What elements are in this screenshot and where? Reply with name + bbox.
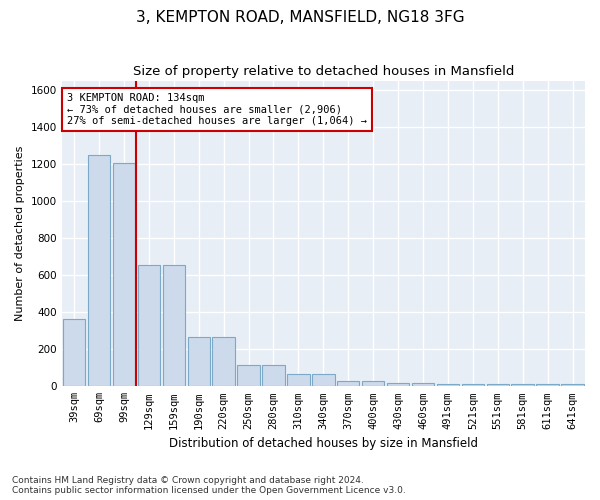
Bar: [487, 384, 509, 386]
Bar: [362, 380, 385, 386]
Title: Size of property relative to detached houses in Mansfield: Size of property relative to detached ho…: [133, 65, 514, 78]
Bar: [412, 382, 434, 386]
Bar: [113, 163, 135, 386]
Text: 3 KEMPTON ROAD: 134sqm
← 73% of detached houses are smaller (2,906)
27% of semi-: 3 KEMPTON ROAD: 134sqm ← 73% of detached…: [67, 93, 367, 126]
Bar: [287, 374, 310, 386]
Bar: [262, 365, 285, 386]
Bar: [536, 384, 559, 386]
Bar: [387, 382, 409, 386]
X-axis label: Distribution of detached houses by size in Mansfield: Distribution of detached houses by size …: [169, 437, 478, 450]
Bar: [437, 384, 459, 386]
Y-axis label: Number of detached properties: Number of detached properties: [15, 146, 25, 321]
Text: Contains HM Land Registry data © Crown copyright and database right 2024.
Contai: Contains HM Land Registry data © Crown c…: [12, 476, 406, 495]
Bar: [511, 384, 534, 386]
Bar: [562, 384, 584, 386]
Bar: [188, 337, 210, 386]
Bar: [137, 265, 160, 386]
Bar: [238, 365, 260, 386]
Bar: [212, 337, 235, 386]
Bar: [163, 265, 185, 386]
Text: 3, KEMPTON ROAD, MANSFIELD, NG18 3FG: 3, KEMPTON ROAD, MANSFIELD, NG18 3FG: [136, 10, 464, 25]
Bar: [63, 318, 85, 386]
Bar: [312, 374, 335, 386]
Bar: [88, 154, 110, 386]
Bar: [337, 380, 359, 386]
Bar: [461, 384, 484, 386]
